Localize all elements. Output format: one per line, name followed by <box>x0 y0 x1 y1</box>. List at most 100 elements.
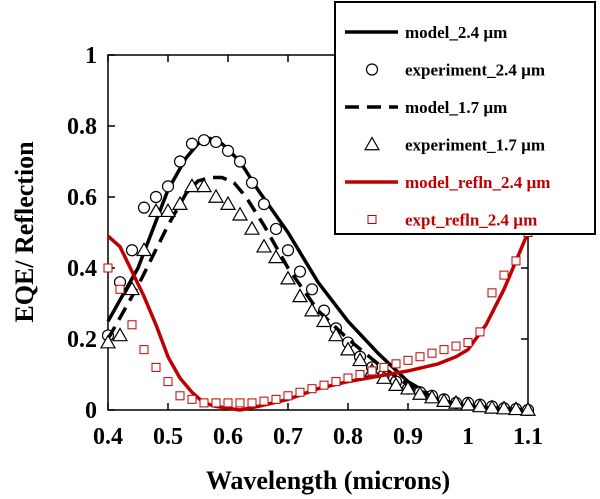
data-point-3 <box>447 394 465 409</box>
data-point-3 <box>459 396 477 411</box>
data-point-5 <box>223 398 233 408</box>
data-point-3 <box>111 327 129 342</box>
x-tick-label: 1.1 <box>513 424 543 450</box>
data-point-5 <box>175 391 185 401</box>
x-tick-label: 0.7 <box>273 424 303 450</box>
data-point-3 <box>435 392 453 407</box>
data-point-1 <box>305 283 319 296</box>
legend-marker <box>367 215 377 224</box>
data-point-5 <box>487 288 497 298</box>
y-tick-label: 0.4 <box>67 256 97 282</box>
data-point-5 <box>235 398 245 408</box>
data-point-3 <box>255 238 273 253</box>
data-point-3 <box>519 401 537 416</box>
data-point-1 <box>281 244 295 257</box>
data-point-3 <box>123 281 141 296</box>
legend-symbol-3 <box>363 136 381 151</box>
data-point-5 <box>199 398 209 408</box>
axes-layer: 0.4 0.5 0.6 0.7 0.8 0.9 1 1.1 0 0.2 0.4 0.6 0.8 1 Wave… <box>10 43 543 495</box>
data-point-5 <box>283 391 293 401</box>
data-point-5 <box>355 370 365 379</box>
data-point-1 <box>221 144 235 157</box>
data-point-5 <box>367 366 377 376</box>
data-point-3 <box>351 352 369 367</box>
data-point-5 <box>391 359 401 369</box>
data-point-5 <box>403 355 413 365</box>
legend-marker <box>365 63 379 76</box>
data-point-3 <box>303 302 321 317</box>
data-point-1 <box>137 201 151 214</box>
data-point-1 <box>197 134 211 147</box>
data-point-3 <box>207 188 225 203</box>
data-point-3 <box>423 389 441 404</box>
series-line-4 <box>106 231 530 412</box>
data-point-3 <box>267 249 285 264</box>
legend-label-1: experiment_2.4 µm <box>405 61 545 80</box>
data-point-5 <box>295 387 305 397</box>
data-point-3 <box>411 385 429 400</box>
x-tick-label: 1 <box>462 424 474 450</box>
data-point-3 <box>99 334 117 349</box>
data-point-3 <box>387 376 405 391</box>
data-point-5 <box>151 362 161 372</box>
x-axis-title: Wavelength (microns) <box>206 466 450 495</box>
y-tick-label: 0.2 <box>67 327 97 353</box>
data-point-1 <box>185 137 199 150</box>
data-point-3 <box>135 242 153 257</box>
data-point-3 <box>327 327 345 342</box>
x-tick-label: 0.8 <box>333 424 363 450</box>
legend-box <box>334 1 596 235</box>
data-point-3 <box>171 195 189 210</box>
y-tick-label: 1 <box>85 43 97 69</box>
legend-symbol-1 <box>365 63 379 76</box>
data-point-5 <box>271 394 281 404</box>
data-point-3 <box>159 202 177 218</box>
data-point-1 <box>149 190 163 204</box>
series-3 <box>99 178 537 416</box>
data-point-5 <box>331 377 341 387</box>
data-point-3 <box>339 341 357 356</box>
data-point-3 <box>231 206 249 221</box>
data-point-3 <box>507 401 525 416</box>
y-tick-label: 0 <box>85 398 97 424</box>
data-point-3 <box>147 202 165 218</box>
legend-label-4: model_refln_2.4 µm <box>405 173 550 192</box>
data-point-5 <box>211 398 221 408</box>
data-point-5 <box>163 377 173 387</box>
data-point-5 <box>499 270 509 280</box>
x-tick-label: 0.4 <box>93 424 123 450</box>
data-point-3 <box>243 220 261 235</box>
data-point-5 <box>511 256 521 266</box>
data-point-1 <box>161 180 175 193</box>
data-point-1 <box>173 155 187 168</box>
data-point-5 <box>427 348 437 358</box>
legend-layer: model_2.4 µm experiment_2.4 µm model_1.7 µ… <box>334 1 596 235</box>
data-point-3 <box>483 399 501 414</box>
data-point-3 <box>399 380 417 395</box>
data-point-5 <box>187 394 197 404</box>
data-point-3 <box>471 398 489 413</box>
data-point-1 <box>209 135 223 149</box>
data-point-3 <box>315 313 333 328</box>
data-point-5 <box>343 373 353 383</box>
data-point-1 <box>125 244 139 257</box>
legend-label-0: model_2.4 µm <box>405 23 507 42</box>
data-point-5 <box>127 320 137 330</box>
series-5 <box>103 228 533 408</box>
data-point-5 <box>259 396 269 406</box>
data-point-5 <box>319 380 329 390</box>
data-point-5 <box>307 384 317 394</box>
data-point-5 <box>103 263 113 273</box>
data-point-5 <box>415 352 425 362</box>
series-layer <box>99 134 537 417</box>
legend-label-3: experiment_1.7 µm <box>405 136 545 155</box>
data-point-1 <box>245 176 259 189</box>
x-tick-label: 0.5 <box>153 424 183 450</box>
legend-label-5: expt_refln_2.4 µm <box>405 211 537 230</box>
legend-label-2: model_1.7 µm <box>405 98 507 117</box>
data-point-5 <box>115 284 125 294</box>
y-tick-label: 0.8 <box>67 114 97 140</box>
data-point-1 <box>269 222 283 236</box>
